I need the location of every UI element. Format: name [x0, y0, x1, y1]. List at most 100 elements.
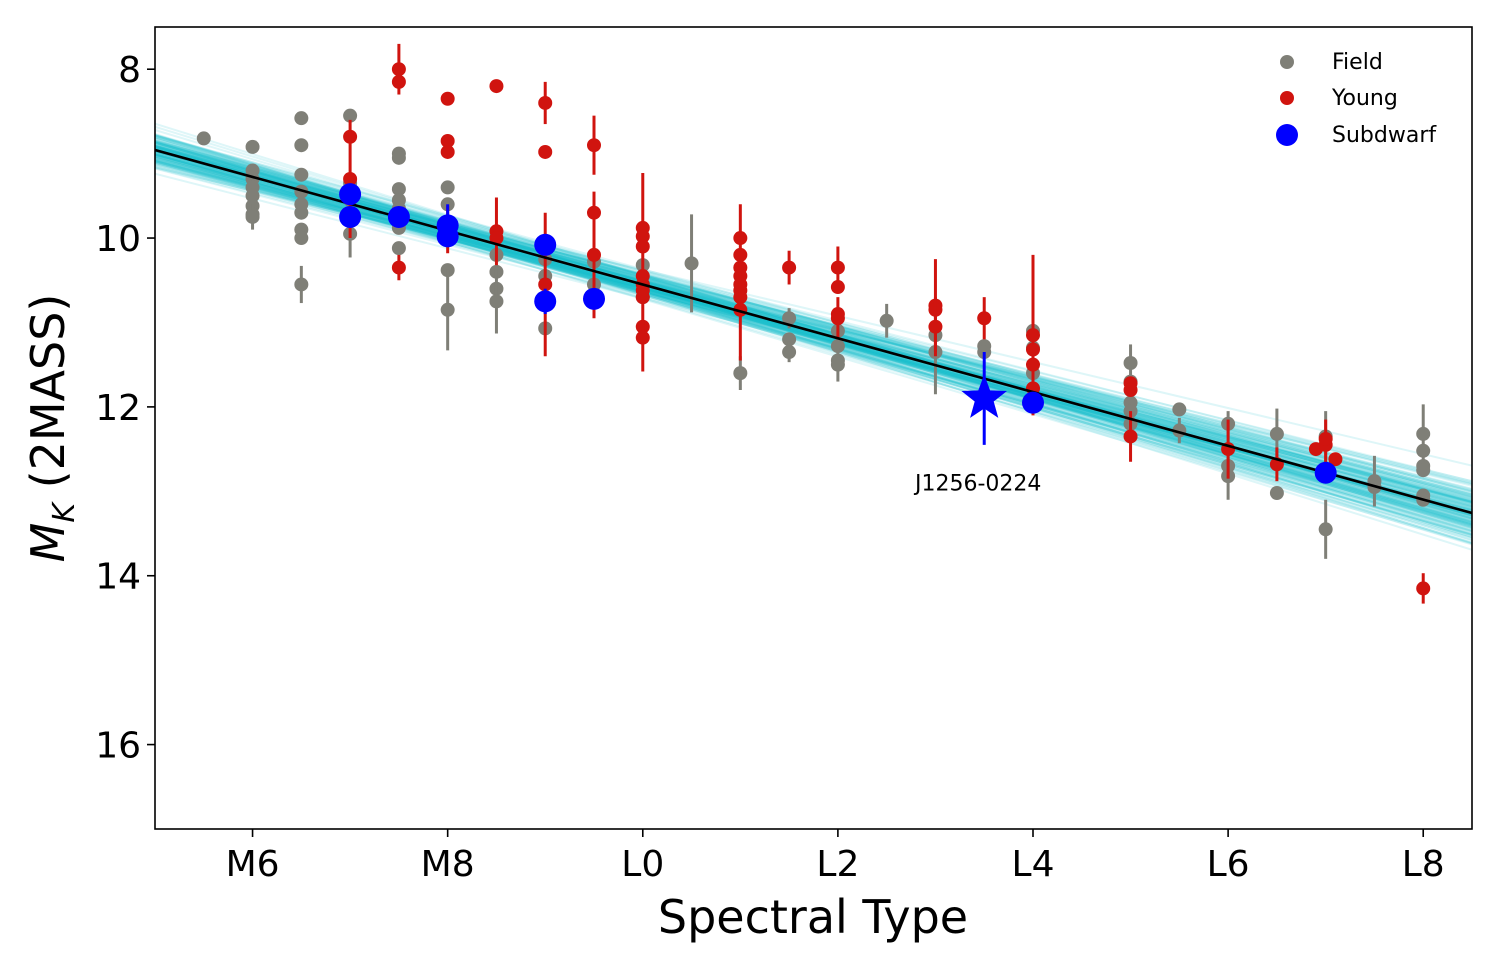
young-point	[538, 144, 553, 159]
subdwarf-point	[436, 225, 459, 248]
field-point	[1123, 355, 1138, 370]
y-tick-label: 12	[95, 388, 141, 429]
young-point	[538, 95, 553, 110]
fit-sample-line	[155, 137, 1472, 551]
fit-sample-line	[155, 151, 1472, 519]
field-point	[1269, 426, 1284, 441]
plot-frame	[154, 26, 1473, 830]
fit-sample-line	[155, 166, 1472, 485]
field-point	[245, 209, 260, 224]
fit-sample-line	[155, 147, 1472, 498]
x-tick-label: L8	[1402, 844, 1445, 885]
y-axis: 8 10 12 14 16	[95, 50, 155, 767]
fit-sample-line	[155, 149, 1472, 503]
young-point	[489, 231, 504, 246]
y-tick-label: 14	[95, 557, 141, 598]
x-axis: M6 M8 L0 L2 L4 L6 L8	[226, 829, 1445, 885]
x-tick-label: M6	[226, 844, 280, 885]
fit-sample-line	[155, 158, 1472, 501]
fit-sample-line	[155, 147, 1472, 536]
field-point	[782, 332, 797, 347]
fit-sample-line	[155, 146, 1472, 510]
fit-sample-line	[155, 141, 1472, 529]
fit-sample-line	[155, 129, 1472, 526]
fit-sample-line	[155, 141, 1472, 536]
field-point	[196, 131, 211, 146]
field-point	[294, 231, 309, 246]
fit-sample-line	[155, 155, 1472, 495]
young-point	[440, 91, 455, 106]
legend-young-marker	[1280, 91, 1294, 105]
fit-sample-line	[155, 142, 1472, 503]
y-tick-label: 8	[118, 50, 141, 91]
young-point	[733, 231, 748, 246]
fit-sample-line	[155, 136, 1472, 542]
young-point	[1416, 581, 1431, 596]
subdwarf-point	[339, 205, 362, 228]
fit-sample-line	[155, 134, 1472, 539]
j1256-star	[961, 374, 1007, 418]
y-axis-title: MK (2MASS)	[21, 294, 82, 563]
x-tick-label: L0	[621, 844, 664, 885]
fit-sample-line	[155, 137, 1472, 529]
legend-field-label: Field	[1332, 50, 1383, 75]
fit-sample-line	[155, 160, 1472, 497]
fit-sample-line	[155, 166, 1472, 483]
y-axis-title-symbol: M	[21, 523, 75, 563]
young-point	[635, 290, 650, 305]
fit-sample-line	[155, 159, 1472, 516]
fit-sample-line	[155, 150, 1472, 516]
field-point	[830, 357, 845, 372]
best-fit-line	[155, 148, 1472, 515]
field-point	[391, 241, 406, 256]
field-point	[1318, 522, 1333, 537]
j1256-star-marker	[961, 352, 1007, 445]
legend-field-marker	[1280, 55, 1294, 69]
y-axis-title-subscript: K	[47, 501, 82, 523]
fit-sample-line	[155, 146, 1472, 493]
fit-sample-line	[155, 144, 1472, 523]
field-point	[684, 256, 699, 271]
subdwarf-point	[534, 290, 557, 313]
fit-sample-line	[155, 152, 1472, 536]
fit-sample-line	[155, 160, 1472, 514]
fit-sample-line	[155, 167, 1472, 504]
field-point	[489, 294, 504, 309]
x-tick-label: L6	[1207, 844, 1250, 885]
field-point	[245, 139, 260, 154]
fit-sample-line	[155, 158, 1472, 509]
fit-sample-line	[155, 157, 1472, 491]
young-point	[440, 144, 455, 159]
field-point	[391, 150, 406, 165]
young-point	[1026, 328, 1040, 343]
fit-sample-line	[155, 145, 1472, 511]
fit-sample-line	[155, 135, 1472, 533]
fit-sample-line	[155, 149, 1472, 523]
fit-sample-line	[155, 152, 1472, 490]
fit-sample-line	[155, 155, 1472, 517]
fit-sample-line	[155, 151, 1472, 487]
fit-sample-line	[155, 125, 1472, 530]
fit-sample-line	[155, 155, 1472, 493]
fit-sample-line	[155, 141, 1472, 519]
young-point	[733, 247, 748, 262]
fit-sample-line	[155, 148, 1472, 529]
field-point	[1416, 426, 1431, 441]
fit-sample-line	[155, 147, 1472, 544]
young-point	[1318, 431, 1333, 446]
fit-sample-line	[155, 143, 1472, 509]
fit-sample-line	[155, 144, 1472, 522]
subdwarf-series	[339, 183, 1337, 484]
fit-sample-line	[155, 155, 1472, 528]
field-point	[1416, 463, 1431, 478]
fit-sample-line	[155, 139, 1472, 510]
fit-sample-line	[155, 144, 1472, 484]
fit-sample-line	[155, 122, 1472, 535]
field-point	[245, 188, 260, 203]
young-point	[1123, 383, 1138, 398]
y-axis-title-suffix: (2MASS)	[21, 294, 75, 503]
field-point	[879, 313, 894, 328]
young-point	[489, 79, 504, 94]
young-point	[1026, 357, 1040, 372]
young-point	[587, 247, 601, 262]
